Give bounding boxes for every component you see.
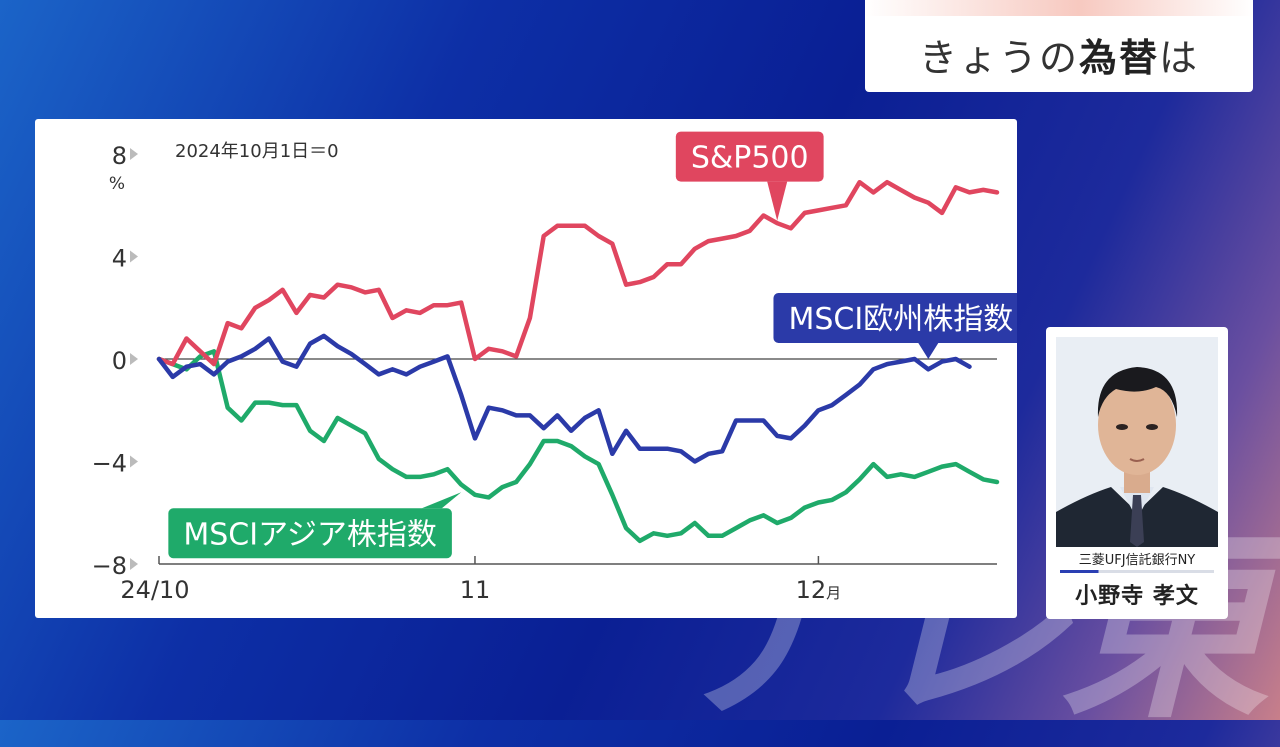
commentator-organization: 三菱UFJ信託銀行NY xyxy=(1078,553,1196,568)
y-tick-marker xyxy=(130,250,138,263)
x-tick-label: 11 xyxy=(460,576,491,604)
organization-divider xyxy=(1060,570,1214,573)
series-label: S&P500 xyxy=(691,141,809,176)
y-axis-unit-label: % xyxy=(109,174,125,194)
y-tick-label: 4 xyxy=(112,245,127,273)
series-label-pointer xyxy=(767,181,788,221)
title-suffix: は xyxy=(1159,35,1200,80)
y-tick-marker xyxy=(130,455,138,468)
x-tick-label: 24/10 xyxy=(120,576,189,604)
y-tick-label: −8 xyxy=(92,552,127,580)
commentator-card: 三菱UFJ信託銀行NY 小野寺 孝文 xyxy=(1046,327,1228,619)
series-label-pointer xyxy=(918,343,939,359)
commentator-photo xyxy=(1056,337,1218,547)
title-accent-strip xyxy=(865,0,1253,16)
chart-panel: 8 4 0 −4 −8% 2024年10月1日＝0 24/10 11 12月 S&P500 MSCI… xyxy=(35,119,1017,618)
series-label: MSCI欧州株指数 xyxy=(788,302,1013,337)
commentator-name: 小野寺 孝文 xyxy=(1075,584,1199,609)
y-tick-label: 8 xyxy=(112,142,127,170)
series-line xyxy=(156,179,1000,367)
index-comparison-chart: 8 4 0 −4 −8% 2024年10月1日＝0 24/10 11 12月 S&P500 MSCI… xyxy=(92,131,1017,604)
y-tick-label: −4 xyxy=(92,450,127,478)
series-label-box xyxy=(773,293,1017,343)
y-tick-label: 0 xyxy=(112,347,127,375)
title-emphasis: 為替 xyxy=(1078,35,1159,80)
x-tick-label: 12月 xyxy=(796,576,842,604)
series-label-pointer xyxy=(421,492,462,509)
y-tick-marker xyxy=(130,558,138,570)
segment-title: きょうの 為替は xyxy=(865,16,1253,92)
title-prefix: きょうの xyxy=(918,35,1079,80)
series-label: MSCIアジア株指数 xyxy=(183,517,437,552)
series-line xyxy=(156,349,1000,544)
y-tick-marker xyxy=(130,353,138,365)
series-line xyxy=(156,333,972,464)
base-date-note: 2024年10月1日＝0 xyxy=(175,141,339,162)
y-tick-marker xyxy=(130,148,138,160)
series-label-box xyxy=(675,131,824,182)
series-label-box xyxy=(168,508,452,559)
